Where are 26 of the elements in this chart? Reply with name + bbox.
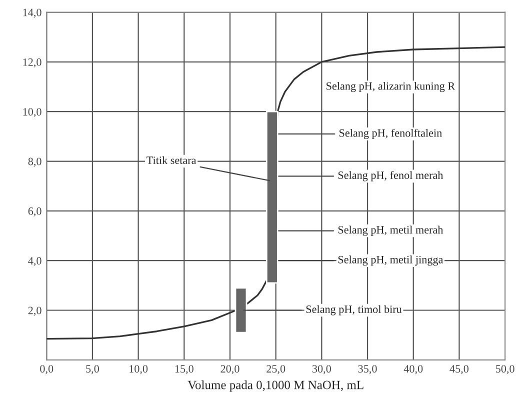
annotation: Selang pH, fenol merah [338, 171, 444, 182]
y-tick-label: 12,0 [23, 58, 42, 68]
annotation: Selang pH, metil merah [338, 226, 444, 236]
x-tick-label: 35,0 [358, 365, 377, 374]
y-tick-label: 10,0 [23, 108, 42, 118]
x-tick-label: 25,0 [266, 365, 286, 374]
annotation: Selang pH, fenolftalein [340, 128, 442, 140]
y-tick-label: 8,0 [28, 158, 42, 167]
x-tick-label: 15,0 [175, 365, 194, 374]
annotation: Selang pH, timol biru [306, 305, 402, 316]
x-tick-label: 30,0 [312, 365, 331, 374]
x-tick-label: 40,0 [404, 365, 423, 374]
x-tick-label: 5,0 [86, 365, 99, 374]
annotation: Titik setara [146, 156, 196, 164]
y-tick-label: 6,0 [28, 207, 42, 216]
x-tick-label: 50,0 [496, 365, 514, 374]
x-tick-label: 10,0 [130, 365, 148, 374]
x-tick-label: 0,0 [40, 365, 54, 374]
y-tick-label: 14,0 [23, 8, 42, 18]
x-tick-label: 20,0 [220, 365, 240, 374]
y-tick-label: 4,0 [28, 257, 42, 266]
x-tick-label: 45,0 [450, 365, 469, 374]
annotation: Selang pH, alizarin kuning R [326, 82, 456, 92]
annotation: Selang pH, metil jingga [338, 256, 444, 266]
x-axis-title: Volume pada 0,1000 M NaOH, mL [188, 380, 364, 392]
y-tick-label: 2,0 [28, 306, 42, 316]
